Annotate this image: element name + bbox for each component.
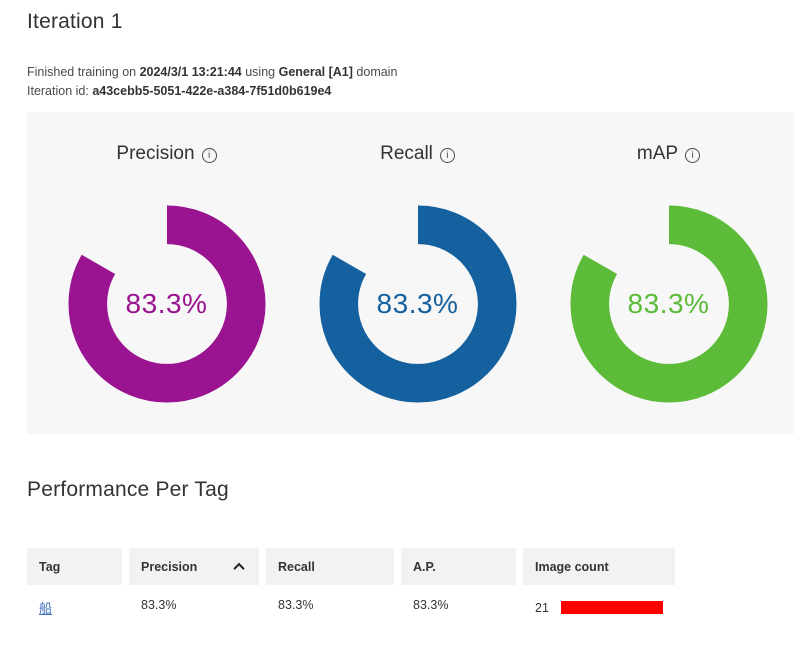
precision-donut: 83.3% <box>67 205 266 403</box>
iteration-meta: Finished training on 2024/3/1 13:21:44 u… <box>27 63 794 101</box>
training-timestamp: 2024/3/1 13:21:44 <box>139 65 242 79</box>
info-icon[interactable]: i <box>685 147 701 163</box>
column-header-recall[interactable]: Recall <box>266 548 394 585</box>
training-middle: using <box>241 65 279 79</box>
recall-value-label: 83.3% <box>376 288 459 319</box>
table-row: 船 83.3% 83.3% 83.3% 21 <box>27 585 677 617</box>
column-header-ap[interactable]: A.P. <box>401 548 516 585</box>
table-header-row: Tag Precision Recall A.P. Image count <box>27 548 677 585</box>
metrics-panel: Precision i 83.3% Recall i 83.3% <box>27 112 794 434</box>
training-domain: General [A1] <box>278 65 353 79</box>
tag-cell: 船 <box>27 598 122 617</box>
training-prefix: Finished training on <box>27 65 140 79</box>
page-title: Iteration 1 <box>27 10 123 33</box>
map-title-text: mAP <box>636 143 679 164</box>
info-icon[interactable]: i <box>201 147 217 163</box>
recall-cell: 83.3% <box>278 598 314 612</box>
image-count-cell: 21 <box>523 598 675 617</box>
info-icon[interactable]: i <box>439 147 455 163</box>
iteration-id-line: Iteration id: a43cebb5-5051-422e-a384-7f… <box>27 82 794 101</box>
recall-title-text: Recall <box>380 143 433 164</box>
precision-title-text: Precision <box>116 143 195 164</box>
tag-link[interactable]: 船 <box>39 601 53 616</box>
ap-cell: 83.3% <box>413 598 449 612</box>
map-value-label: 83.3% <box>627 288 710 319</box>
column-header-image-count[interactable]: Image count <box>523 548 675 585</box>
training-suffix: domain <box>352 65 398 79</box>
performance-per-tag-heading: Performance Per Tag <box>27 478 229 501</box>
map-donut-svg <box>569 205 768 403</box>
precision-value-label: 83.3% <box>125 288 208 319</box>
training-summary-line: Finished training on 2024/3/1 13:21:44 u… <box>27 63 794 82</box>
map-donut: 83.3% <box>569 205 768 403</box>
iteration-id-value: a43cebb5-5051-422e-a384-7f51d0b619e4 <box>92 84 332 98</box>
recall-donut: 83.3% <box>318 205 517 403</box>
precision-chart-title: Precision i <box>116 143 217 165</box>
recall-donut-svg <box>318 205 517 403</box>
map-chart-title: mAP i <box>636 143 701 165</box>
sort-ascending-icon <box>233 562 245 574</box>
precision-cell: 83.3% <box>141 598 177 612</box>
recall-chart-title: Recall i <box>380 143 455 165</box>
iteration-page: Iteration 1 Finished training on 2024/3/… <box>27 10 794 617</box>
column-header-tag[interactable]: Tag <box>27 548 122 585</box>
column-header-precision[interactable]: Precision <box>129 548 259 585</box>
performance-table: Tag Precision Recall A.P. Image count 船 … <box>27 548 677 617</box>
recall-chart: Recall i 83.3% <box>292 143 543 434</box>
iteration-id-label: Iteration id: <box>27 84 93 98</box>
precision-chart: Precision i 83.3% <box>41 143 292 434</box>
map-chart: mAP i 83.3% <box>543 143 794 434</box>
precision-donut-svg <box>67 205 266 403</box>
image-count-bar <box>560 601 663 614</box>
image-count-value: 21 <box>535 600 549 615</box>
